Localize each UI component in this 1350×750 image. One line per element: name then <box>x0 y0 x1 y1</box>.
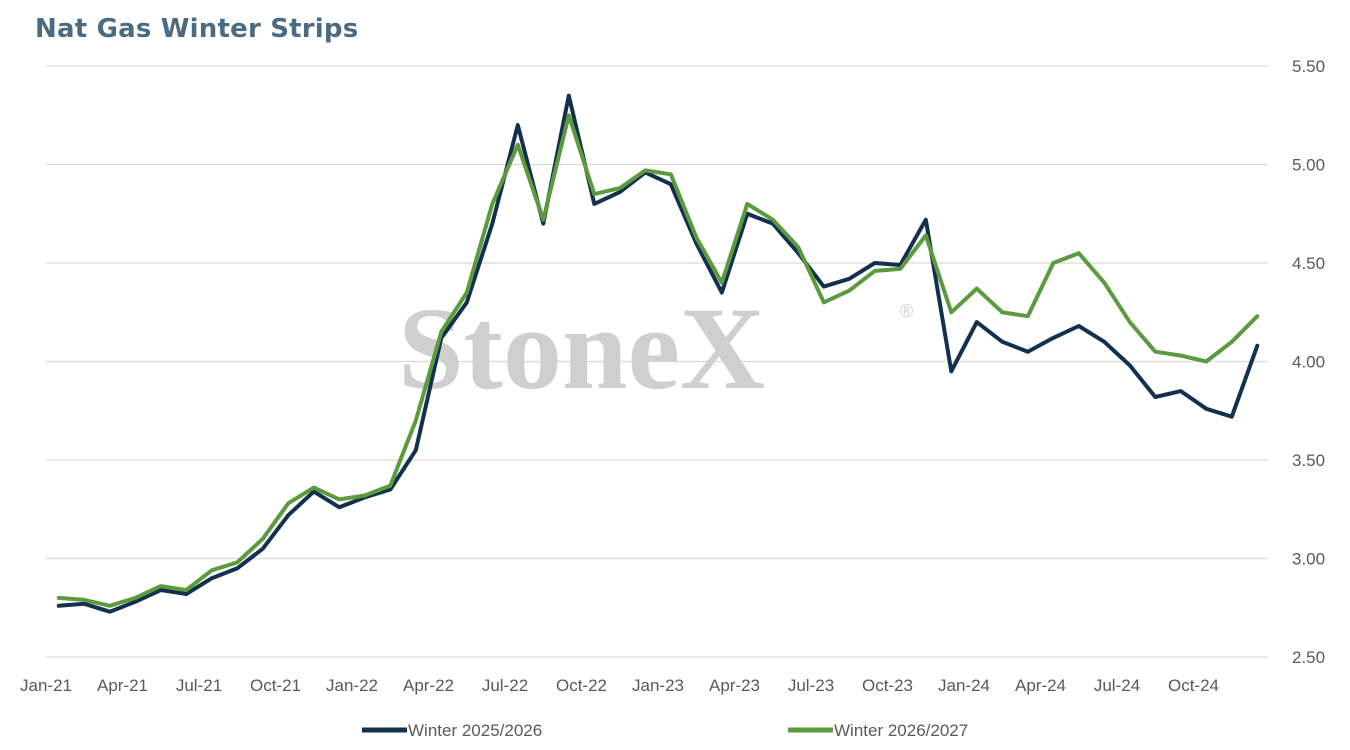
y-axis-ticks: 2.50 3.00 3.50 4.00 4.50 5.00 5.50 <box>1292 57 1325 667</box>
y-tick-label: 4.50 <box>1292 254 1325 273</box>
x-tick-label: Jan-24 <box>938 676 990 695</box>
y-tick-label: 5.50 <box>1292 57 1325 76</box>
x-tick-label: Oct-22 <box>556 676 607 695</box>
y-tick-label: 3.00 <box>1292 550 1325 569</box>
x-tick-label: Apr-21 <box>97 676 148 695</box>
x-tick-label: Oct-23 <box>862 676 913 695</box>
legend: Winter 2025/2026 Winter 2026/2027 <box>362 721 968 740</box>
x-tick-label: Apr-22 <box>403 676 454 695</box>
x-tick-label: Jan-22 <box>326 676 378 695</box>
legend-label-1: Winter 2025/2026 <box>408 721 542 740</box>
x-tick-label: Jul-21 <box>176 676 222 695</box>
x-tick-label: Jan-21 <box>20 676 72 695</box>
series-line-1 <box>56 93 1260 614</box>
chart-title: Nat Gas Winter Strips <box>35 14 359 44</box>
y-tick-label: 2.50 <box>1292 648 1325 667</box>
watermark: StoneX ® <box>398 283 913 414</box>
legend-label-2: Winter 2026/2027 <box>834 721 968 740</box>
watermark-text: StoneX <box>398 283 765 414</box>
series-line-2 <box>56 113 1260 608</box>
watermark-registered-mark: ® <box>900 301 913 321</box>
y-tick-label: 4.00 <box>1292 353 1325 372</box>
x-axis-ticks: Jan-21 Apr-21 Jul-21 Oct-21 Jan-22 Apr-22 Jul-… <box>20 676 1219 695</box>
x-tick-label: Oct-24 <box>1168 676 1219 695</box>
x-tick-label: Jul-23 <box>788 676 834 695</box>
x-tick-label: Jan-23 <box>632 676 684 695</box>
series-layer <box>56 93 1260 614</box>
x-tick-label: Apr-23 <box>709 676 760 695</box>
x-tick-label: Jul-24 <box>1094 676 1140 695</box>
x-tick-label: Oct-21 <box>250 676 301 695</box>
y-tick-label: 3.50 <box>1292 451 1325 470</box>
y-tick-label: 5.00 <box>1292 156 1325 175</box>
x-tick-label: Apr-24 <box>1015 676 1066 695</box>
x-tick-label: Jul-22 <box>482 676 528 695</box>
